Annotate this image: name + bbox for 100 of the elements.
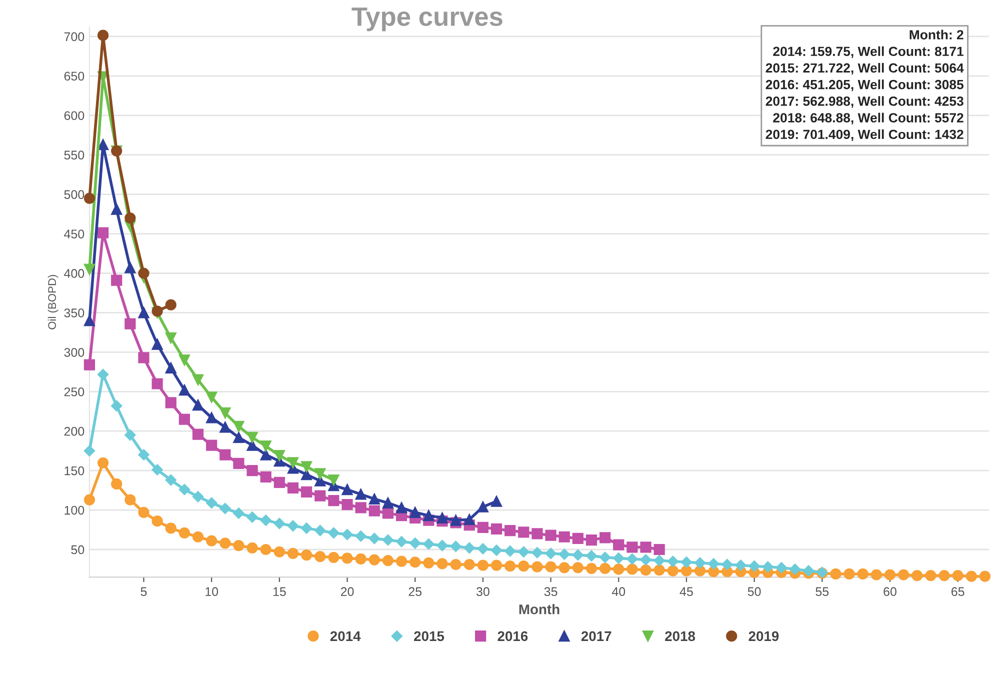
x-tick-label: 10 bbox=[206, 587, 218, 596]
point bbox=[490, 523, 502, 535]
point bbox=[97, 368, 109, 380]
point bbox=[572, 532, 584, 544]
point bbox=[694, 557, 706, 569]
point bbox=[396, 502, 408, 514]
point bbox=[260, 440, 272, 452]
point bbox=[165, 299, 176, 310]
point bbox=[111, 204, 122, 215]
point bbox=[260, 471, 272, 482]
y-axis-title: Oil (BOPD) bbox=[48, 274, 58, 330]
point bbox=[165, 332, 176, 344]
point bbox=[545, 548, 556, 560]
point bbox=[152, 338, 163, 350]
point bbox=[138, 449, 150, 460]
y-tick-label: 100 bbox=[64, 506, 84, 515]
point bbox=[287, 457, 299, 468]
point bbox=[640, 554, 652, 566]
point bbox=[84, 445, 96, 456]
point bbox=[382, 534, 394, 546]
y-tick-label: 500 bbox=[64, 190, 84, 199]
point bbox=[789, 564, 801, 575]
point bbox=[84, 359, 96, 370]
x-axis-title: Month bbox=[519, 604, 560, 614]
point bbox=[396, 536, 408, 548]
point bbox=[464, 542, 475, 554]
y-tick-label: 300 bbox=[64, 348, 84, 357]
point bbox=[776, 562, 788, 574]
annotation: Month: 2 bbox=[910, 30, 964, 40]
point bbox=[124, 212, 136, 224]
point bbox=[599, 532, 611, 544]
point bbox=[220, 407, 231, 419]
point bbox=[138, 352, 150, 364]
point bbox=[464, 514, 475, 526]
x-tick-label: 45 bbox=[680, 587, 693, 596]
point bbox=[382, 497, 394, 508]
point bbox=[368, 505, 380, 516]
point bbox=[518, 526, 530, 538]
point bbox=[246, 512, 258, 523]
point bbox=[152, 464, 163, 476]
x-tick-label: 35 bbox=[544, 587, 558, 596]
point bbox=[314, 524, 326, 536]
point bbox=[206, 497, 218, 509]
x-tick-label: 40 bbox=[612, 587, 626, 596]
point bbox=[654, 544, 665, 556]
x-tick-label: 55 bbox=[816, 587, 829, 596]
annotation: 2015: 271.722, Well Count: 5064 bbox=[766, 62, 964, 75]
x-tick-label: 5 bbox=[140, 587, 147, 596]
point bbox=[626, 553, 638, 565]
point bbox=[192, 491, 204, 502]
point bbox=[735, 560, 746, 571]
point bbox=[84, 192, 96, 204]
point bbox=[124, 318, 136, 330]
point bbox=[220, 449, 231, 460]
point bbox=[504, 525, 516, 536]
point bbox=[368, 493, 380, 505]
y-tick-label: 600 bbox=[64, 111, 84, 120]
point bbox=[762, 561, 774, 572]
point bbox=[192, 400, 204, 411]
legend-label: 2017 bbox=[581, 631, 612, 642]
point bbox=[613, 539, 624, 550]
y-tick-label: 150 bbox=[64, 466, 84, 476]
point bbox=[477, 543, 489, 554]
point bbox=[192, 374, 204, 386]
point bbox=[314, 468, 326, 480]
point bbox=[152, 306, 163, 317]
point bbox=[368, 532, 380, 544]
point bbox=[206, 412, 218, 424]
point bbox=[572, 549, 584, 561]
point bbox=[260, 514, 272, 526]
point bbox=[220, 422, 231, 433]
point bbox=[287, 482, 299, 494]
y-tick-label: 250 bbox=[64, 387, 84, 396]
x-tick-label: 30 bbox=[476, 587, 490, 596]
annotation: 2019: 701.409, Well Count: 1432 bbox=[766, 129, 964, 141]
point bbox=[545, 530, 556, 541]
point bbox=[490, 544, 502, 556]
point bbox=[667, 556, 678, 567]
point bbox=[423, 510, 434, 522]
point bbox=[287, 520, 299, 532]
point bbox=[382, 508, 394, 519]
point bbox=[314, 490, 326, 502]
point bbox=[410, 506, 421, 518]
point bbox=[97, 227, 109, 238]
point bbox=[274, 518, 286, 530]
point bbox=[504, 545, 516, 557]
point bbox=[802, 565, 814, 576]
point bbox=[436, 512, 448, 524]
point bbox=[423, 538, 434, 550]
point bbox=[355, 502, 366, 514]
point bbox=[586, 534, 598, 546]
point bbox=[260, 449, 272, 460]
y-tick-label: 400 bbox=[64, 269, 84, 278]
chart-title: Type curves bbox=[352, 8, 502, 32]
y-tick-label: 700 bbox=[64, 32, 84, 42]
point bbox=[246, 465, 258, 476]
legend-label: 2015 bbox=[414, 631, 444, 642]
point bbox=[450, 540, 462, 552]
point bbox=[355, 530, 366, 542]
point bbox=[178, 484, 190, 496]
